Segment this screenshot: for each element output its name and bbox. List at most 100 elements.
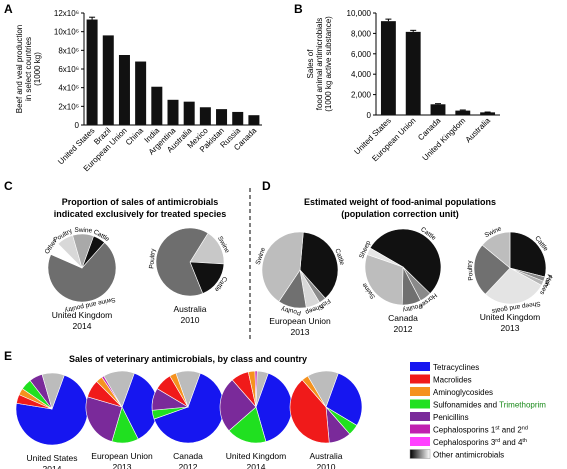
bar (216, 109, 228, 125)
y-axis-label: Beef and veal production (15, 25, 24, 114)
legend-label-text: Penicillins (433, 413, 469, 422)
legend-swatch (410, 399, 430, 409)
pie-slice (15, 374, 89, 446)
x-tick-label: China (124, 126, 146, 148)
bar (380, 21, 396, 115)
legend-swatch (410, 387, 430, 396)
pie-year-label: 2012 (179, 462, 198, 469)
y-tick-label: 6,000 (351, 50, 372, 59)
y-tick-label: 0 (75, 121, 80, 130)
bar (199, 107, 211, 125)
y-tick-label: 12x10⁶ (54, 9, 79, 18)
y-tick-label: 0 (367, 111, 372, 120)
pie-slice (261, 231, 304, 302)
bar (183, 101, 195, 125)
legend-label-text: Macrolides (433, 376, 472, 385)
legend-label-text: Other antimicrobials (433, 451, 504, 460)
bar (430, 104, 446, 115)
y-tick-label: 10,000 (347, 9, 372, 18)
pie-year-label: 2010 (181, 315, 200, 325)
y-tick-label: 6x10⁶ (58, 65, 79, 74)
y-tick-label: 4x10⁶ (58, 84, 79, 93)
pie-slice (289, 379, 330, 444)
slice-label: Poultry (401, 302, 423, 314)
legend-swatch (410, 362, 430, 371)
y-tick-label: 4,000 (351, 70, 372, 79)
legend-label-text: Aminoglycosides (433, 388, 493, 397)
pie-country-label: United States (26, 453, 77, 463)
panel-letter-b: B (294, 2, 303, 16)
pie-slice (175, 370, 201, 408)
pie-year-label: 2013 (113, 462, 132, 469)
legend-label-text: Cephalosporins 3 (433, 438, 496, 447)
pie-slice (369, 228, 442, 295)
pie-country-label: European Union (91, 451, 153, 461)
legend-sup: nd (522, 426, 528, 432)
pie-slice (155, 227, 209, 297)
legend-sup: th (522, 438, 527, 444)
pie-slice (366, 247, 404, 268)
pie-slice (47, 242, 117, 303)
pie-country-label: United Kingdom (52, 310, 112, 320)
y-axis-label: (1000 kg) (33, 52, 42, 86)
y-tick-label: 8x10⁶ (58, 46, 79, 55)
bar (135, 61, 147, 125)
y-axis-label: Sales of (306, 49, 315, 79)
pie-slice (219, 379, 257, 432)
bar (248, 115, 260, 125)
bar (102, 35, 114, 125)
legend-label: Tetracyclines (433, 363, 479, 372)
panel-c-title: indicated exclusively for treated specie… (54, 209, 227, 219)
pie-year-label: 2013 (501, 323, 520, 333)
pie-country-label: Canada (173, 451, 203, 461)
panel-letter-a: A (4, 2, 13, 16)
pie-slice (473, 244, 511, 295)
panel-letter-d: D (262, 179, 271, 193)
panel-letter-e: E (4, 349, 12, 363)
pie-year-label: 2012 (394, 324, 413, 334)
pie-slice (307, 370, 339, 408)
pie-slice (255, 370, 269, 408)
pie-slice (484, 267, 542, 305)
panel-d-title: Estimated weight of food-animal populati… (304, 197, 496, 207)
panel-e-title: Sales of veterinary antimicrobials, by c… (69, 354, 307, 364)
pie-slice (228, 406, 267, 444)
slice-label: Poultry (466, 259, 474, 280)
slice-label: Poultry (280, 305, 302, 316)
bar (480, 112, 496, 115)
pie-year-label: 2014 (73, 321, 92, 331)
y-axis-label: in select countries (24, 37, 33, 101)
panel-d-title: (population correction unit) (341, 209, 459, 219)
pie-country-label: United Kingdom (480, 312, 540, 322)
panel-letter-c: C (4, 179, 13, 193)
pie-slice (509, 231, 547, 278)
pie-slice (364, 254, 404, 306)
legend-label-text: Sulfonamides and (433, 401, 497, 410)
y-tick-label: 2,000 (351, 91, 372, 100)
x-tick-label: United Kingdom (421, 116, 468, 163)
legend-mid: and 2 (500, 426, 523, 435)
legend-swatch (410, 412, 430, 421)
pie-slice (325, 372, 363, 426)
slice-label: Swine (74, 227, 92, 235)
legend-label-text: Cephalosporins 1 (433, 426, 496, 435)
legend-label-text: Tetracyclines (433, 363, 479, 372)
legend-mid: and 4 (500, 438, 523, 447)
legend-label: Sulfonamides and Trimethoprim (433, 401, 546, 410)
legend-e: Tetracyclines Macrolides Aminoglycosides Su… (409, 362, 546, 460)
bar (405, 31, 421, 115)
y-tick-label: 2x10⁶ (58, 102, 79, 111)
y-axis-label: food animal antimicrobials (315, 18, 324, 111)
pie-country-label: Canada (388, 313, 418, 323)
pie-country-label: Australia (309, 451, 342, 461)
pie-year-label: 2010 (317, 462, 336, 469)
legend-label: Cephalosporins 3rd and 4th (433, 438, 527, 447)
legend-swatch (410, 424, 430, 434)
y-axis-label: (1000 kg active substance) (324, 16, 333, 112)
pie-slice (103, 370, 135, 408)
